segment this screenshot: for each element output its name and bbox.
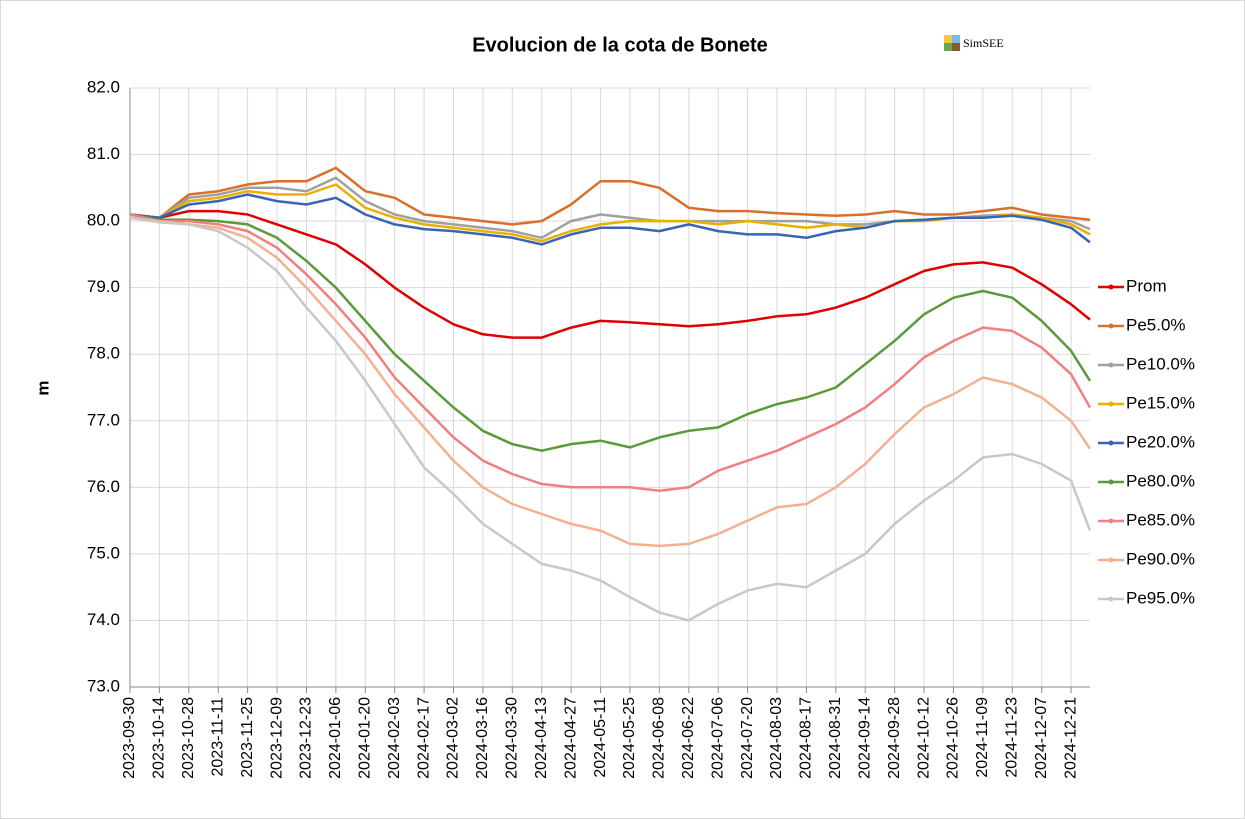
legend-marker	[1108, 323, 1114, 329]
legend-label: Prom	[1126, 276, 1167, 295]
legend-marker	[1108, 362, 1114, 368]
series-line	[129, 213, 1092, 492]
series-line	[129, 193, 1091, 246]
series-line	[129, 213, 1092, 452]
watermark: SimSEE	[963, 36, 1004, 50]
x-tick-label: 2024-01-20	[356, 697, 373, 779]
y-axis-label: m	[33, 380, 52, 395]
logo-square	[952, 43, 960, 51]
y-tick-label: 76.0	[87, 477, 120, 496]
y-tick-label: 77.0	[87, 410, 120, 429]
x-tick-label: 2023-12-23	[298, 697, 315, 779]
x-tick-label: 2024-06-22	[680, 697, 697, 779]
x-tick-label: 2024-02-17	[415, 697, 432, 779]
x-tick-label: 2023-11-25	[239, 697, 256, 778]
series-line	[129, 216, 1092, 622]
x-tick-label: 2024-03-02	[445, 697, 462, 779]
y-tick-label: 81.0	[87, 144, 120, 163]
x-tick-label: 2024-10-12	[915, 697, 932, 779]
legend-label: Pe5.0%	[1126, 315, 1186, 334]
x-tick-label: 2024-10-26	[945, 697, 962, 779]
series-line	[129, 209, 1091, 339]
x-tick-label: 2024-03-16	[474, 697, 491, 779]
x-tick-label: 2023-12-09	[268, 697, 285, 779]
legend-marker	[1108, 518, 1114, 524]
legend-label: Pe15.0%	[1126, 393, 1195, 412]
y-tick-label: 82.0	[87, 77, 120, 96]
legend-label: Pe20.0%	[1126, 432, 1195, 451]
legend-label: Pe80.0%	[1126, 471, 1195, 490]
x-tick-label: 2024-09-14	[856, 697, 873, 779]
x-tick-label: 2024-02-03	[386, 697, 403, 779]
x-tick-label: 2024-07-06	[709, 697, 726, 779]
x-tick-label: 2024-08-17	[798, 697, 815, 779]
logo-square	[952, 35, 960, 43]
x-tick-label: 2024-04-27	[562, 697, 579, 779]
y-tick-label: 79.0	[87, 277, 120, 296]
x-tick-label: 2023-10-14	[151, 697, 168, 779]
y-tick-label: 78.0	[87, 344, 120, 363]
logo-square	[944, 35, 952, 43]
x-tick-label: 2024-07-20	[739, 697, 756, 779]
legend-label: Pe95.0%	[1126, 588, 1195, 607]
legend-marker	[1108, 401, 1114, 407]
series-line	[129, 216, 1092, 548]
legend-marker	[1108, 479, 1114, 485]
legend-label: Pe85.0%	[1126, 510, 1195, 529]
legend-label: Pe10.0%	[1126, 354, 1195, 373]
x-tick-label: 2024-09-28	[886, 697, 903, 779]
x-tick-label: 2023-09-30	[121, 697, 138, 779]
x-tick-label: 2024-12-21	[1062, 697, 1079, 779]
x-tick-label: 2024-11-23	[1003, 697, 1020, 778]
legend-marker	[1108, 596, 1114, 602]
legend-marker	[1108, 284, 1114, 290]
x-tick-label: 2024-03-30	[504, 697, 521, 779]
y-tick-label: 80.0	[87, 211, 120, 230]
y-tick-label: 75.0	[87, 543, 120, 562]
x-tick-label: 2024-12-07	[1033, 697, 1050, 779]
legend-marker	[1108, 440, 1114, 446]
legend-label: Pe90.0%	[1126, 549, 1195, 568]
x-tick-label: 2023-11-11	[209, 697, 226, 777]
x-tick-label: 2024-04-13	[533, 697, 550, 779]
chart-title: Evolucion de la cota de Bonete	[472, 34, 768, 56]
x-tick-label: 2024-08-03	[768, 697, 785, 779]
x-tick-label: 2024-11-09	[974, 697, 991, 778]
legend-marker	[1108, 557, 1114, 563]
x-tick-label: 2024-05-11	[592, 697, 609, 778]
logo-square	[944, 43, 952, 51]
x-tick-label: 2024-08-31	[827, 697, 844, 779]
x-tick-label: 2024-05-25	[621, 697, 638, 779]
y-tick-label: 74.0	[87, 610, 120, 629]
x-tick-label: 2023-10-28	[180, 697, 197, 779]
series-line	[129, 166, 1091, 226]
watermark-logo: SimSEE	[944, 35, 1004, 51]
x-tick-label: 2024-01-06	[327, 697, 344, 779]
x-tick-label: 2024-06-08	[651, 697, 668, 779]
y-tick-label: 73.0	[87, 676, 120, 695]
